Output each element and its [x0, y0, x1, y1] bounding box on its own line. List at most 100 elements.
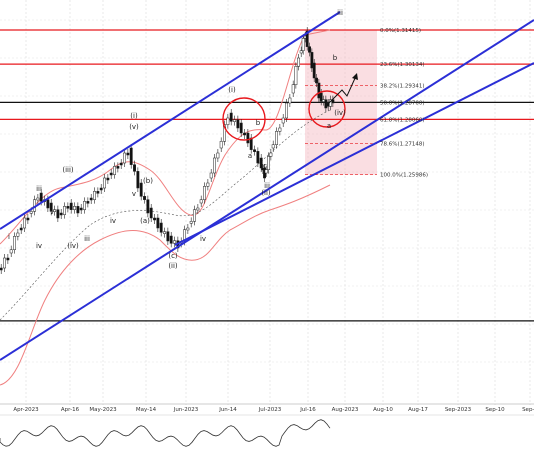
fib-level-label: 50.0%(1.28700)	[380, 100, 425, 106]
candle-body	[69, 202, 73, 210]
wave-label: b	[256, 119, 261, 127]
wave-label: iv	[110, 217, 116, 225]
candle-body	[0, 267, 3, 271]
wave-label: (b)	[143, 177, 153, 185]
candle-body	[196, 207, 200, 211]
candle-body	[233, 119, 236, 122]
bollinger-upper	[0, 29, 331, 245]
candle-body	[66, 206, 70, 209]
x-tick-label: Jun-14	[218, 407, 237, 413]
highlight-circle	[222, 97, 266, 141]
fib-level-label: 61.8%(1.28060)	[380, 117, 425, 123]
candle-body	[315, 77, 318, 84]
candle-body	[267, 156, 270, 170]
wave-label: (i)	[228, 86, 236, 94]
candle-body	[143, 196, 146, 200]
wave-label: (ii)	[261, 189, 271, 197]
wave-label: v	[50, 208, 54, 216]
wave-label: iii	[84, 235, 90, 243]
channel-upper-line	[0, 11, 341, 230]
candle-body	[291, 84, 295, 94]
candle-body	[189, 221, 193, 224]
candle-body	[26, 217, 30, 221]
candle-body	[223, 124, 226, 142]
candle-body	[229, 112, 233, 122]
candle-body	[29, 211, 33, 214]
candle-body	[285, 102, 288, 119]
price-channel	[0, 11, 534, 361]
candle-body	[199, 199, 203, 204]
x-tick-label: Sep-10	[485, 407, 505, 413]
candle-body	[312, 62, 316, 79]
candle-body	[96, 191, 100, 194]
candle-body	[271, 144, 275, 149]
candle-body	[301, 38, 305, 51]
candle-body	[203, 186, 206, 200]
candle-body	[133, 164, 136, 172]
candle-body	[239, 122, 243, 134]
wave-label: (c)	[168, 252, 178, 260]
candle-body	[76, 206, 80, 214]
fib-level-label: 23.6%(1.30134)	[380, 62, 425, 68]
wave-label: (iv)	[67, 242, 79, 250]
bollinger-mid	[0, 109, 331, 321]
x-tick-label: Aug-10	[373, 407, 393, 413]
candle-body	[253, 149, 256, 152]
candle-body	[79, 207, 83, 211]
candle-body	[83, 201, 86, 210]
x-tick-label: May-14	[136, 407, 157, 413]
fib-level-label: 0.0%(1.31415)	[380, 28, 421, 34]
candle-body	[39, 192, 43, 202]
highlight-circle	[308, 90, 346, 128]
wave-label: v	[132, 190, 136, 198]
candle-body	[103, 177, 106, 189]
bollinger-lower	[0, 184, 331, 386]
channel-mid-line	[174, 62, 534, 246]
wave-label: a	[327, 122, 331, 130]
candle-body	[146, 199, 150, 214]
wave-label: iv	[200, 235, 206, 243]
candle-body	[113, 166, 116, 175]
candle-body	[166, 231, 170, 242]
candle-body	[109, 172, 113, 176]
candle-body	[305, 30, 309, 47]
candle-body	[56, 209, 60, 219]
candle-body	[186, 227, 190, 231]
candle-body	[193, 209, 196, 222]
wave-labels: iiiiivv(iii)(iv)iiiiv(i)(v)v(b)(a)(c)(ii…	[8, 9, 346, 270]
projection-arrow	[326, 73, 358, 106]
candle-body	[236, 119, 240, 129]
x-tick-label: Sep-1	[522, 407, 534, 413]
oscillator-line	[0, 419, 331, 447]
candle-body	[294, 66, 298, 85]
candle-body	[259, 157, 263, 169]
candle-body	[116, 166, 120, 169]
wave-label: b	[333, 54, 338, 62]
wave-label: (ii)	[168, 262, 178, 270]
candle-body	[23, 217, 26, 229]
x-tick-label: Jul-2023	[258, 407, 282, 413]
candle-body	[226, 117, 230, 125]
x-tick-label: Aug-17	[408, 407, 428, 413]
fib-level-label: 78.6%(1.27148)	[380, 142, 425, 148]
candle-body	[219, 141, 223, 149]
candle-body	[216, 152, 220, 159]
candle-body	[156, 217, 160, 229]
x-tick-label: Apr-16	[61, 407, 80, 413]
candle-body	[256, 151, 260, 164]
candle-body	[9, 249, 13, 254]
x-tick-label: Jun-2023	[173, 407, 199, 413]
projection-path	[326, 75, 357, 106]
wave-label: (a)	[140, 217, 150, 225]
candle-body	[213, 157, 216, 174]
candle-body	[19, 227, 23, 231]
candle-body	[159, 222, 163, 233]
candle-body	[136, 171, 140, 189]
candle-body	[139, 182, 143, 197]
horizontal-levels	[0, 29, 534, 322]
candle-body	[249, 137, 253, 150]
candle-body	[129, 147, 133, 165]
wave-label: a	[248, 152, 252, 160]
candle-body	[16, 232, 20, 237]
